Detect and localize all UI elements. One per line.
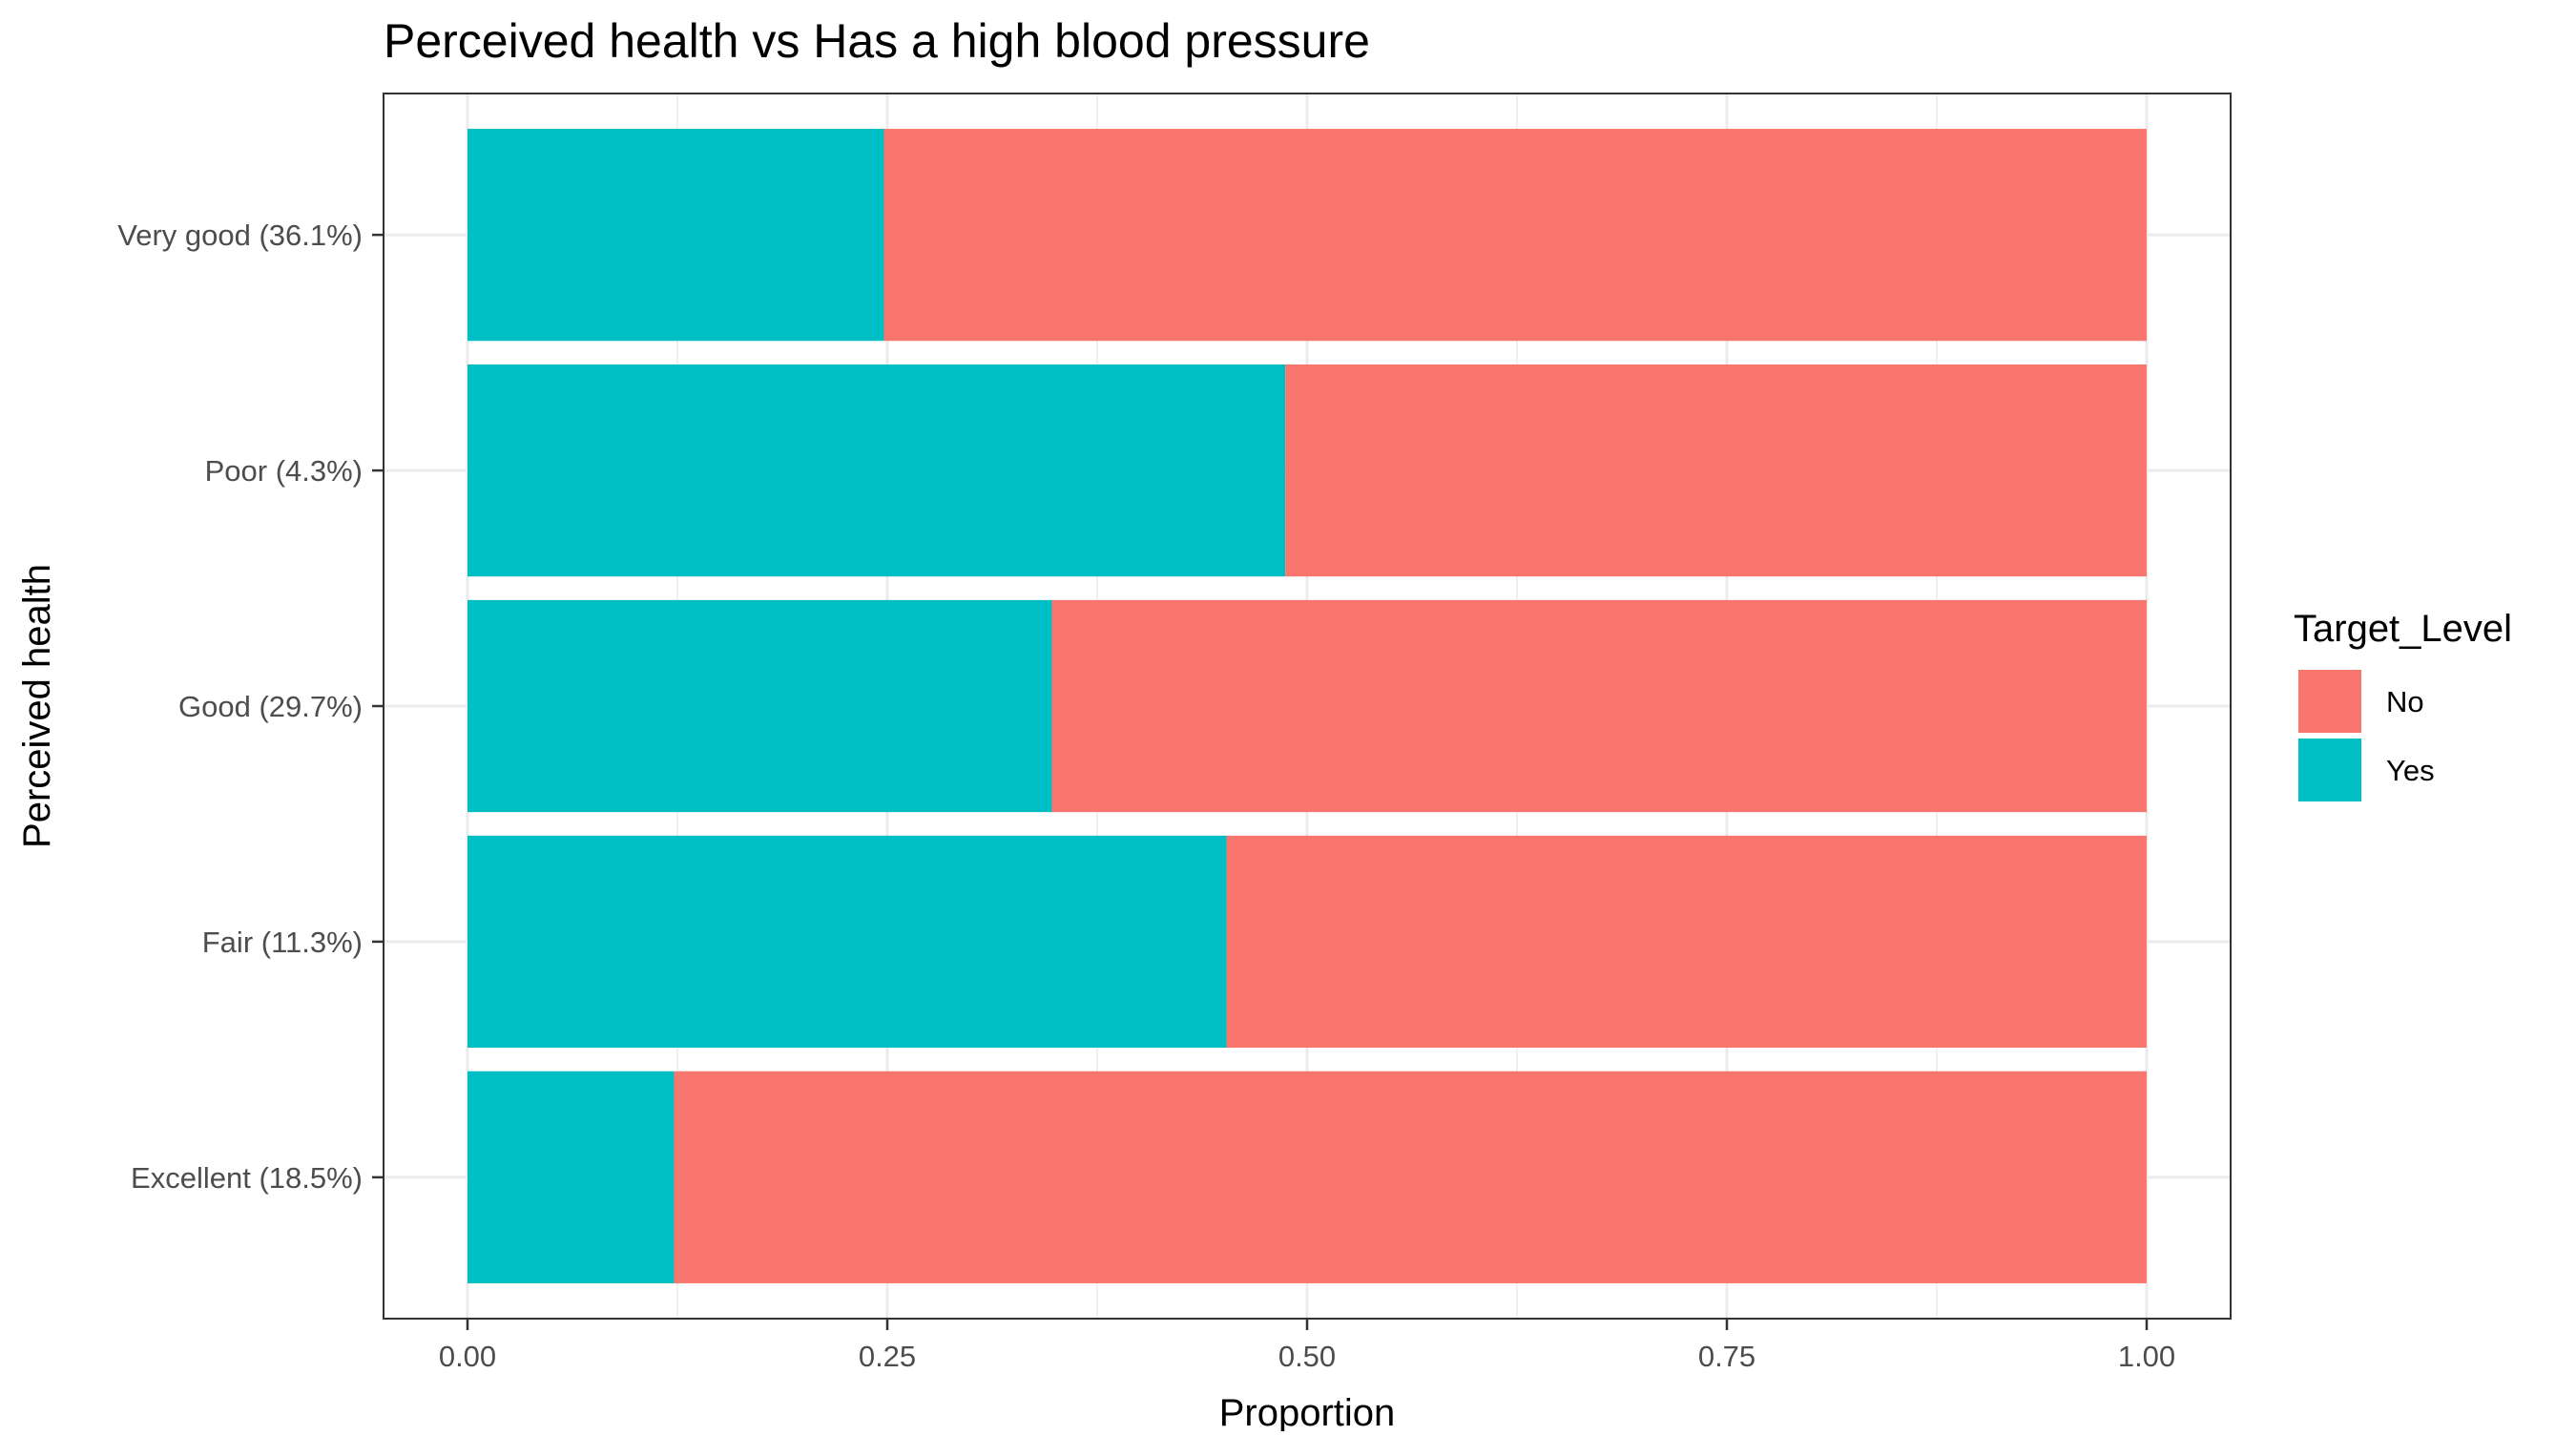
legend-key-yes (2298, 739, 2361, 801)
y-tick-label: Excellent (18.5%) (131, 1161, 363, 1195)
y-tick-label: Poor (4.3%) (205, 454, 363, 488)
bar-yes-0 (467, 129, 884, 342)
x-axis-title: Proportion (1219, 1392, 1396, 1431)
bars (467, 129, 2147, 1283)
x-tick-label: 0.00 (439, 1340, 496, 1373)
x-tick-label: 0.50 (1278, 1340, 1336, 1373)
y-axis: Very good (36.1%) Poor (4.3%) Good (29.7%)… (117, 219, 384, 1195)
y-tick-label: Fair (11.3%) (202, 926, 363, 959)
y-axis-title: Perceived health (16, 564, 58, 848)
bar-yes-2 (467, 599, 1052, 813)
legend-label-yes: Yes (2386, 754, 2435, 787)
bar-no-0 (883, 129, 2147, 342)
x-axis: 0.00 0.25 0.50 0.75 1.00 (439, 1319, 2175, 1373)
y-tick-label: Very good (36.1%) (117, 219, 363, 252)
bar-yes-3 (467, 835, 1227, 1049)
chart-title: Perceived health vs Has a high blood pre… (384, 14, 1370, 68)
bar-no-2 (1051, 599, 2147, 813)
legend-label-no: No (2386, 685, 2424, 718)
y-tick-label: Good (29.7%) (178, 690, 363, 723)
x-tick-label: 1.00 (2118, 1340, 2175, 1373)
legend: Target_Level No Yes (2294, 608, 2512, 801)
x-tick-label: 0.75 (1698, 1340, 1755, 1373)
legend-title: Target_Level (2294, 608, 2512, 650)
bar-no-3 (1226, 835, 2147, 1049)
bar-yes-4 (467, 1071, 675, 1283)
bar-no-4 (674, 1071, 2147, 1283)
bar-yes-1 (467, 364, 1286, 577)
bar-no-1 (1285, 364, 2147, 577)
x-tick-label: 0.25 (859, 1340, 916, 1373)
legend-key-no (2298, 670, 2361, 733)
